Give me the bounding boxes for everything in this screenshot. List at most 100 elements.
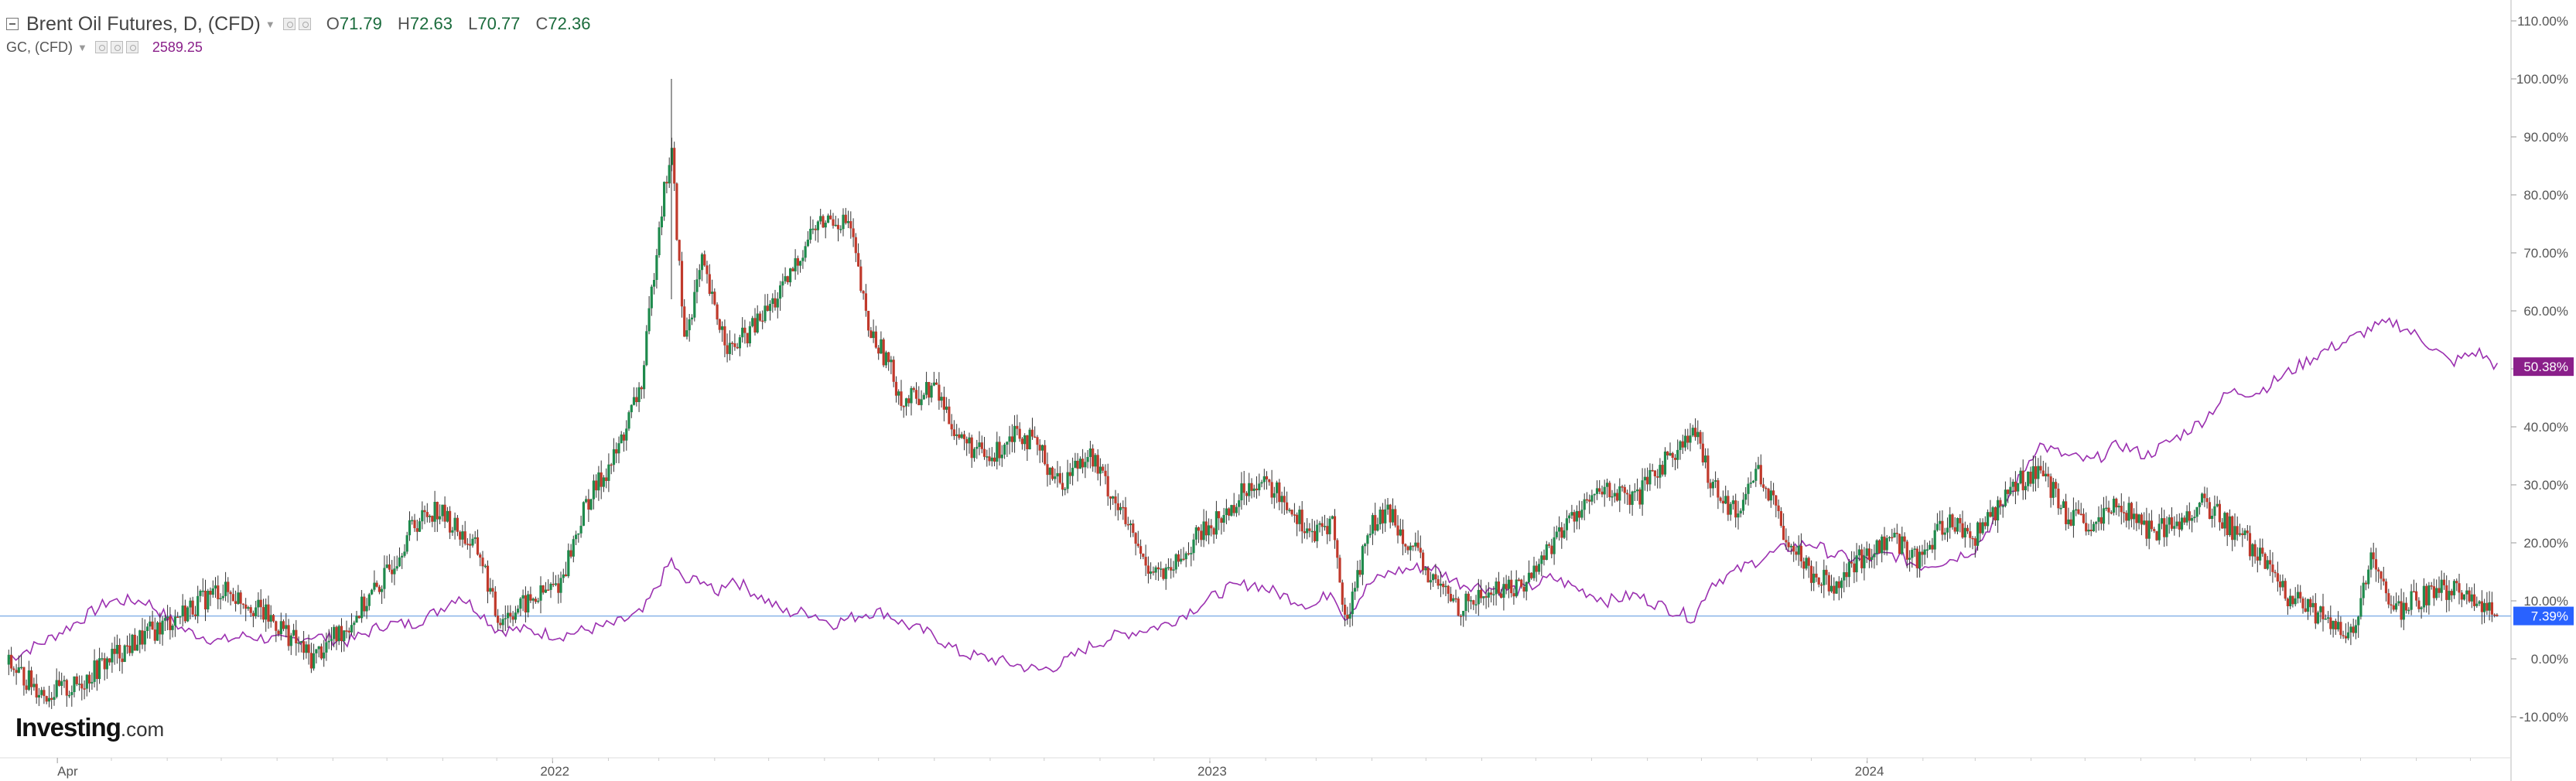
- candle-body: [1704, 455, 1707, 462]
- candle-body: [814, 228, 817, 230]
- candle-body: [1139, 546, 1143, 554]
- candle-body: [1104, 470, 1107, 476]
- candle-body: [463, 531, 466, 544]
- candle-body: [2095, 521, 2098, 524]
- candle-body: [1696, 431, 1700, 438]
- candle-body: [1248, 483, 1251, 496]
- candle-body: [2359, 598, 2362, 617]
- candle-body: [1867, 548, 1871, 561]
- candle-body: [1608, 483, 1611, 497]
- candle-body: [965, 438, 969, 444]
- candle-body: [1590, 495, 1594, 502]
- candle-body: [1464, 593, 1467, 611]
- x-tick-label: 2023: [1197, 764, 1227, 779]
- candle-body: [799, 261, 802, 266]
- candle-body: [473, 537, 477, 539]
- candle-body: [2021, 470, 2024, 491]
- candle-body: [1721, 500, 1724, 504]
- candle-body: [1262, 476, 1266, 483]
- candle-body: [716, 304, 719, 320]
- candle-body: [1739, 510, 1742, 513]
- chevron-down-icon[interactable]: ▼: [77, 41, 87, 53]
- candle-body: [738, 337, 741, 349]
- candle-body: [1296, 514, 1299, 524]
- candle-body: [234, 601, 237, 604]
- candle-body: [1054, 476, 1057, 479]
- candle-body: [1883, 536, 1886, 551]
- close-icon[interactable]: [298, 18, 311, 30]
- compare-symbol-label[interactable]: GC, (CFD): [6, 39, 73, 55]
- candle-body: [1235, 506, 1238, 513]
- candle-body: [2097, 517, 2100, 522]
- candle-body: [650, 286, 653, 309]
- candle-body: [857, 253, 860, 267]
- candle-body: [1601, 491, 1604, 495]
- settings-icon[interactable]: [282, 18, 296, 30]
- candle-body: [439, 516, 442, 520]
- candle-body: [1000, 454, 1003, 459]
- candle-body: [708, 274, 711, 294]
- main-symbol-label[interactable]: Brent Oil Futures, D, (CFD): [26, 12, 261, 35]
- candle-body: [2037, 466, 2040, 479]
- candle-body: [721, 326, 724, 330]
- candle-body: [1020, 438, 1023, 445]
- candle-body: [2412, 591, 2415, 593]
- candle-body: [1959, 518, 1962, 524]
- candle-body: [859, 266, 863, 292]
- candle-body: [2059, 507, 2062, 510]
- candle-body: [675, 183, 678, 240]
- candle-body: [975, 446, 979, 449]
- candle-body: [864, 293, 867, 311]
- settings-icon[interactable]: [110, 41, 123, 53]
- candle-body: [766, 305, 769, 311]
- candle-body: [2135, 513, 2138, 524]
- candle-body: [12, 668, 15, 670]
- candle-body: [2306, 599, 2310, 612]
- candle-body: [1167, 567, 1170, 568]
- candle-body: [1807, 558, 1810, 566]
- candle-body: [1212, 528, 1215, 535]
- candle-body: [1156, 567, 1160, 570]
- candle-body: [1631, 491, 1634, 505]
- chevron-down-icon[interactable]: ▼: [265, 18, 275, 30]
- candle-body: [2380, 571, 2383, 579]
- close-icon[interactable]: [125, 41, 138, 53]
- candle-body: [1747, 483, 1750, 494]
- candle-body: [1762, 484, 1765, 488]
- candle-body: [2205, 498, 2209, 503]
- candle-body: [1570, 512, 1573, 516]
- candle-body: [53, 697, 56, 700]
- candle-body: [237, 592, 240, 604]
- candle-body: [2324, 619, 2327, 620]
- candle-body: [942, 397, 945, 410]
- candle-body: [1018, 428, 1021, 439]
- candle-body: [1437, 579, 1440, 586]
- candle-body: [108, 658, 111, 663]
- candle-body: [2367, 569, 2370, 585]
- candle-body: [279, 621, 282, 634]
- candle-body: [1777, 505, 1780, 511]
- candle-body: [1983, 522, 1987, 527]
- candle-body: [1563, 530, 1566, 538]
- candle-body: [1812, 573, 1816, 583]
- candle-body: [1971, 537, 1974, 540]
- candle-body: [1462, 611, 1465, 616]
- candle-body: [373, 582, 376, 590]
- candle-body: [1560, 527, 1563, 538]
- candle-body: [1787, 542, 1790, 547]
- candle-body: [2195, 506, 2198, 517]
- collapse-legend-icon[interactable]: [6, 18, 19, 30]
- candle-body: [1381, 510, 1384, 524]
- candle-body: [1595, 488, 1599, 494]
- candle-body: [1260, 482, 1263, 484]
- visibility-icon[interactable]: [94, 41, 108, 53]
- candle-body: [1006, 442, 1009, 445]
- candle-body: [1162, 568, 1165, 579]
- candle-body: [1823, 569, 1826, 585]
- candle-body: [335, 626, 338, 642]
- candle-body: [2400, 601, 2403, 620]
- candle-body: [78, 684, 81, 685]
- candle-body: [617, 443, 620, 454]
